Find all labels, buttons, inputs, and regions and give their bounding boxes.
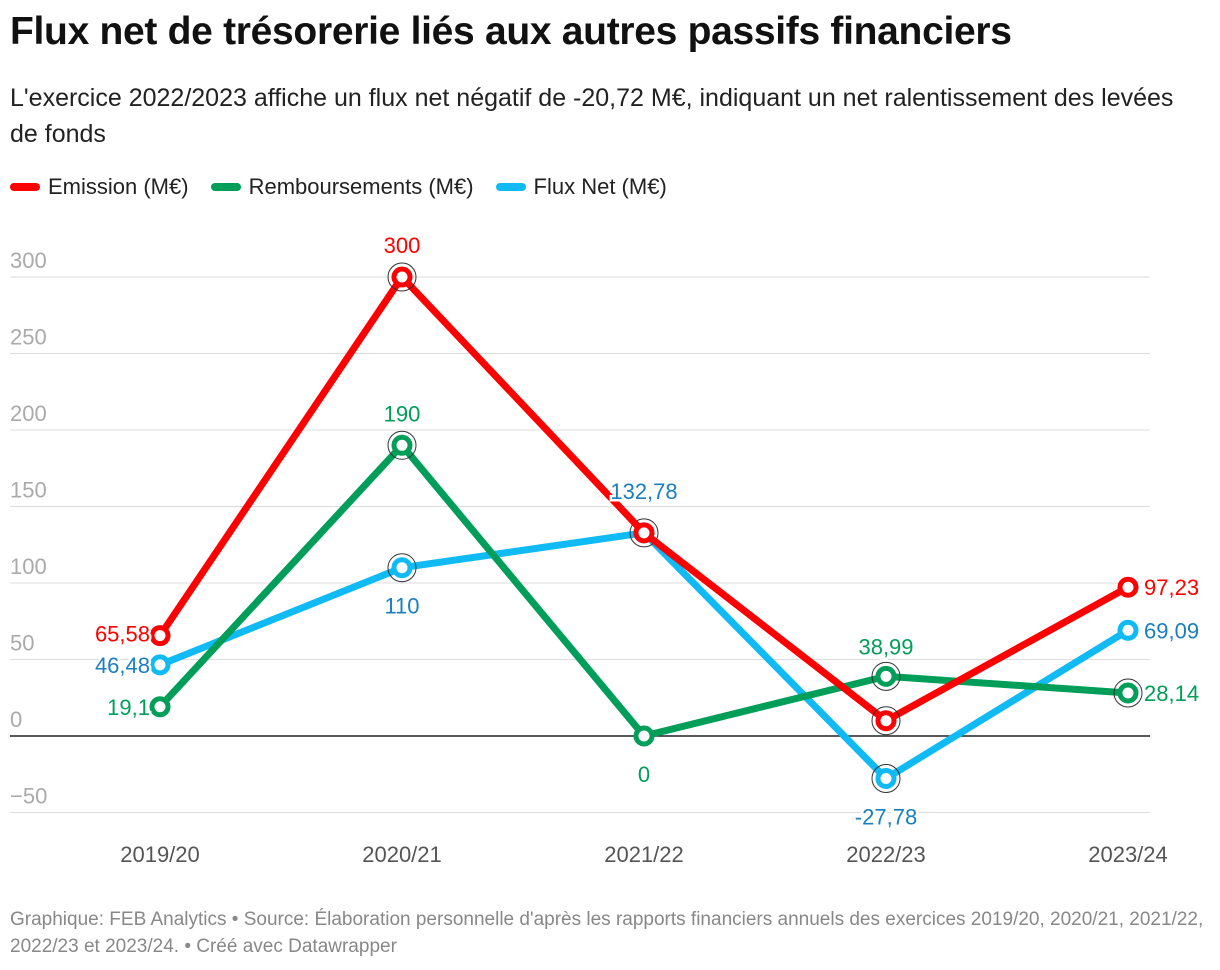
chart-footer: Graphique: FEB Analytics • Source: Élabo…	[10, 909, 1204, 957]
x-tick-label: 2022/23	[846, 842, 926, 867]
data-point-emission	[391, 266, 413, 288]
data-label-flux: 132,78	[610, 479, 677, 504]
data-point-flux	[391, 557, 413, 579]
chart-title: Flux net de trésorerie liés aux autres p…	[10, 10, 1012, 53]
legend: Emission (M€) Remboursements (M€) Flux N…	[10, 174, 667, 200]
data-label-remboursements: 38,99	[858, 634, 913, 659]
legend-swatch-remboursements	[210, 183, 241, 191]
legend-label-emission: Emission (M€)	[48, 174, 189, 199]
data-label-emission: 65,58	[95, 622, 150, 647]
x-tick-label: 2020/21	[362, 842, 442, 867]
data-point-emission	[1117, 576, 1139, 598]
data-point-emission	[149, 625, 171, 647]
data-point-remboursements	[633, 725, 655, 747]
legend-item-remboursements: Remboursements (M€)	[210, 174, 474, 200]
legend-label-remboursements: Remboursements (M€)	[248, 174, 474, 199]
chart-subtitle: L'exercice 2022/2023 affiche un flux net…	[10, 84, 1174, 148]
data-point-emission	[875, 710, 897, 732]
y-tick-label: 100	[10, 554, 47, 579]
y-tick-label: 300	[10, 248, 47, 273]
data-point-flux	[875, 768, 897, 790]
data-point-remboursements	[875, 665, 897, 687]
highlight-ring	[387, 262, 417, 292]
highlight-ring	[1113, 678, 1143, 708]
data-point-emission	[633, 522, 655, 544]
data-point-remboursements	[149, 696, 171, 718]
y-tick-label: 250	[10, 325, 47, 350]
data-label-flux: 46,48	[95, 653, 150, 678]
highlight-ring	[387, 553, 417, 583]
highlight-ring	[629, 518, 659, 548]
data-point-remboursements	[1117, 682, 1139, 704]
data-point-flux	[1117, 619, 1139, 641]
y-tick-label: 50	[10, 631, 34, 656]
y-tick-label: 0	[10, 707, 22, 732]
highlight-ring	[387, 430, 417, 460]
data-label-emission: 97,23	[1144, 575, 1199, 600]
data-label-flux: -27,78	[855, 805, 917, 830]
highlight-ring	[871, 764, 901, 794]
data-label-remboursements: 28,14	[1144, 681, 1199, 706]
data-label-flux: 69,09	[1144, 618, 1199, 643]
legend-swatch-emission	[10, 183, 40, 191]
data-label-remboursements: 19,1	[107, 695, 150, 720]
line-chart: −50 0 50 100 150 200 250 300 2019/20 2020/21 2021/…	[10, 231, 1202, 867]
y-tick-label: 150	[10, 478, 47, 503]
x-tick-label: 2021/22	[604, 842, 684, 867]
data-label-emission: 300	[384, 233, 421, 258]
x-tick-label: 2019/20	[120, 842, 200, 867]
data-label-flux: 110	[384, 594, 419, 619]
data-point-remboursements	[391, 434, 413, 456]
y-tick-label: −50	[10, 784, 47, 809]
legend-swatch-flux-net	[495, 183, 526, 191]
x-tick-label: 2023/24	[1088, 842, 1168, 867]
highlight-ring	[871, 661, 901, 691]
legend-item-flux-net: Flux Net (M€)	[495, 174, 667, 200]
legend-label-flux-net: Flux Net (M€)	[533, 174, 667, 199]
data-label-remboursements: 190	[384, 401, 421, 426]
data-point-flux	[149, 654, 171, 676]
y-tick-label: 200	[10, 401, 47, 426]
legend-item-emission: Emission (M€)	[10, 174, 189, 200]
highlight-ring	[871, 706, 901, 736]
data-label-remboursements: 0	[638, 762, 650, 787]
